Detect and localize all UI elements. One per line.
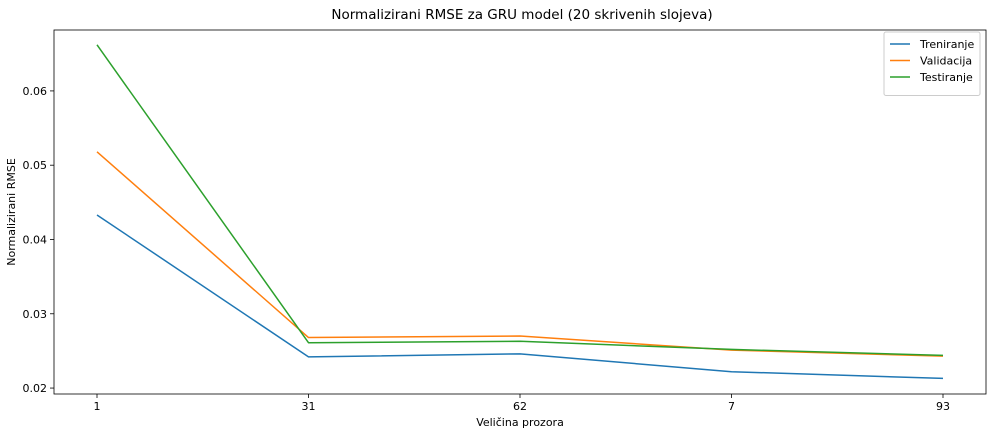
x-tick-label: 62	[513, 400, 527, 413]
y-tick-label: 0.05	[23, 159, 48, 172]
y-tick-label: 0.03	[23, 308, 48, 321]
series-line-treniranje	[96, 214, 944, 380]
x-axis: 1 31 62 7 93	[94, 394, 950, 413]
series-line-validacija	[96, 151, 944, 357]
chart-title: Normalizirani RMSE za GRU model (20 skri…	[331, 7, 712, 23]
legend-entry: Treniranje	[919, 38, 974, 51]
legend: Treniranje Validacija Testiranje	[883, 31, 981, 96]
y-axis: 0.02 0.03 0.04 0.05 0.06	[23, 85, 54, 395]
y-tick-label: 0.02	[23, 382, 48, 395]
x-tick-label: 1	[94, 400, 101, 413]
x-axis-label: Veličina prozora	[476, 416, 564, 429]
series-line-testiranje	[96, 44, 944, 357]
x-tick-label: 31	[302, 400, 316, 413]
legend-entry: Testiranje	[919, 71, 973, 84]
y-tick-label: 0.06	[23, 85, 48, 98]
plot-frame	[53, 29, 987, 395]
y-axis-label: Normalizirani RMSE	[5, 158, 18, 266]
x-tick-label: 93	[936, 400, 950, 413]
x-tick-label: 7	[728, 400, 735, 413]
legend-entry: Validacija	[920, 55, 972, 68]
legend-box	[883, 31, 981, 96]
y-tick-label: 0.04	[23, 233, 48, 246]
plot-area	[96, 44, 944, 380]
